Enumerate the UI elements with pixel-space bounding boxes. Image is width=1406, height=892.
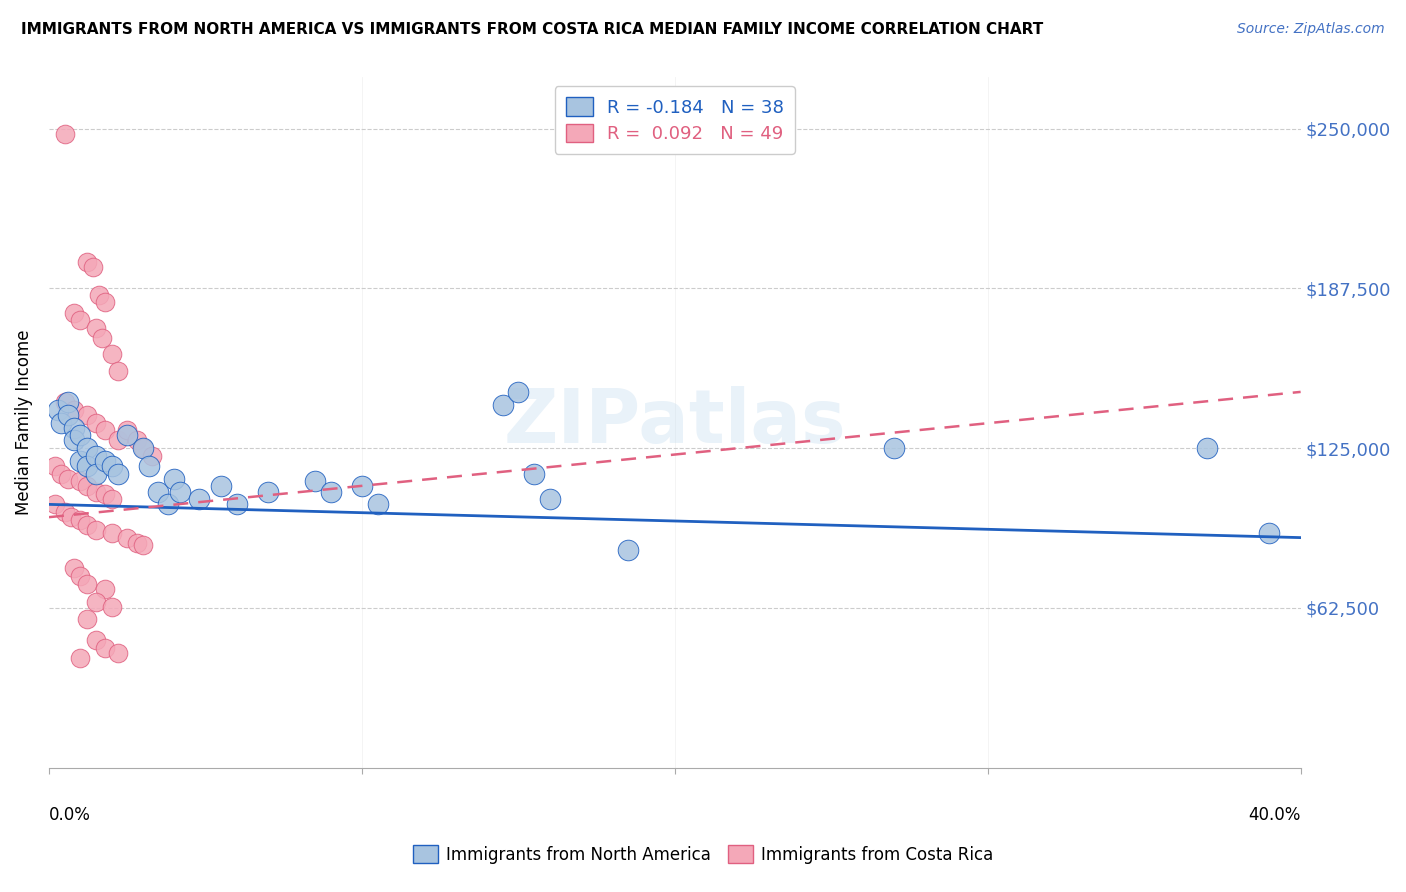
Point <box>115 423 138 437</box>
Point <box>44 458 66 473</box>
Point <box>53 127 76 141</box>
Point <box>100 599 122 614</box>
Point <box>94 454 117 468</box>
Point <box>82 260 104 274</box>
Point <box>100 492 122 507</box>
Point <box>132 538 155 552</box>
Point <box>53 505 76 519</box>
Point <box>87 287 110 301</box>
Point <box>76 254 98 268</box>
Point <box>617 543 640 558</box>
Point <box>44 497 66 511</box>
Point <box>84 467 107 481</box>
Point <box>91 331 114 345</box>
Point <box>538 492 561 507</box>
Point <box>883 441 905 455</box>
Point <box>132 441 155 455</box>
Point <box>76 576 98 591</box>
Point <box>76 408 98 422</box>
Point <box>48 402 70 417</box>
Point <box>148 484 170 499</box>
Point <box>188 492 211 507</box>
Point <box>69 454 91 468</box>
Point <box>115 428 138 442</box>
Text: Source: ZipAtlas.com: Source: ZipAtlas.com <box>1237 22 1385 37</box>
Point <box>225 497 247 511</box>
Point <box>94 582 117 596</box>
Point <box>94 423 117 437</box>
Point <box>107 434 129 448</box>
Point <box>76 517 98 532</box>
Text: IMMIGRANTS FROM NORTH AMERICA VS IMMIGRANTS FROM COSTA RICA MEDIAN FAMILY INCOME: IMMIGRANTS FROM NORTH AMERICA VS IMMIGRA… <box>21 22 1043 37</box>
Point <box>63 305 86 319</box>
Point <box>63 561 86 575</box>
Point <box>107 467 129 481</box>
Point <box>125 434 148 448</box>
Point <box>125 535 148 549</box>
Point <box>107 364 129 378</box>
Point <box>84 416 107 430</box>
Point <box>84 523 107 537</box>
Point <box>523 467 546 481</box>
Point <box>69 513 91 527</box>
Point <box>84 594 107 608</box>
Point <box>69 569 91 583</box>
Point <box>69 475 91 489</box>
Point <box>156 497 179 511</box>
Point <box>100 458 122 473</box>
Point <box>69 428 91 442</box>
Point <box>169 484 191 499</box>
Point <box>100 346 122 360</box>
Legend: Immigrants from North America, Immigrants from Costa Rica: Immigrants from North America, Immigrant… <box>406 838 1000 871</box>
Text: ZIPatlas: ZIPatlas <box>503 386 846 459</box>
Point <box>304 475 326 489</box>
Point <box>76 479 98 493</box>
Point <box>56 408 79 422</box>
Point <box>76 441 98 455</box>
Point <box>209 479 232 493</box>
Point <box>319 484 342 499</box>
Text: 0.0%: 0.0% <box>49 805 91 823</box>
Y-axis label: Median Family Income: Median Family Income <box>15 330 32 516</box>
Point <box>84 632 107 647</box>
Point <box>51 416 73 430</box>
Point <box>76 458 98 473</box>
Text: 40.0%: 40.0% <box>1249 805 1301 823</box>
Point <box>63 434 86 448</box>
Point <box>63 402 86 417</box>
Point <box>63 420 86 434</box>
Point <box>138 458 160 473</box>
Point <box>141 449 163 463</box>
Point <box>69 650 91 665</box>
Point <box>53 395 76 409</box>
Point <box>163 472 186 486</box>
Point <box>132 441 155 455</box>
Point <box>1258 525 1281 540</box>
Point <box>59 510 82 524</box>
Point <box>107 646 129 660</box>
Point <box>115 531 138 545</box>
Point <box>76 612 98 626</box>
Point <box>84 484 107 499</box>
Point <box>69 313 91 327</box>
Point <box>100 525 122 540</box>
Point <box>492 398 515 412</box>
Point <box>94 640 117 655</box>
Point <box>94 487 117 501</box>
Point <box>257 484 280 499</box>
Point <box>94 295 117 310</box>
Point <box>508 384 530 399</box>
Point <box>51 467 73 481</box>
Point <box>1195 441 1218 455</box>
Legend: R = -0.184   N = 38, R =  0.092   N = 49: R = -0.184 N = 38, R = 0.092 N = 49 <box>555 87 794 154</box>
Point <box>84 321 107 335</box>
Point <box>56 395 79 409</box>
Point <box>84 449 107 463</box>
Point <box>350 479 373 493</box>
Point <box>56 472 79 486</box>
Point <box>367 497 389 511</box>
